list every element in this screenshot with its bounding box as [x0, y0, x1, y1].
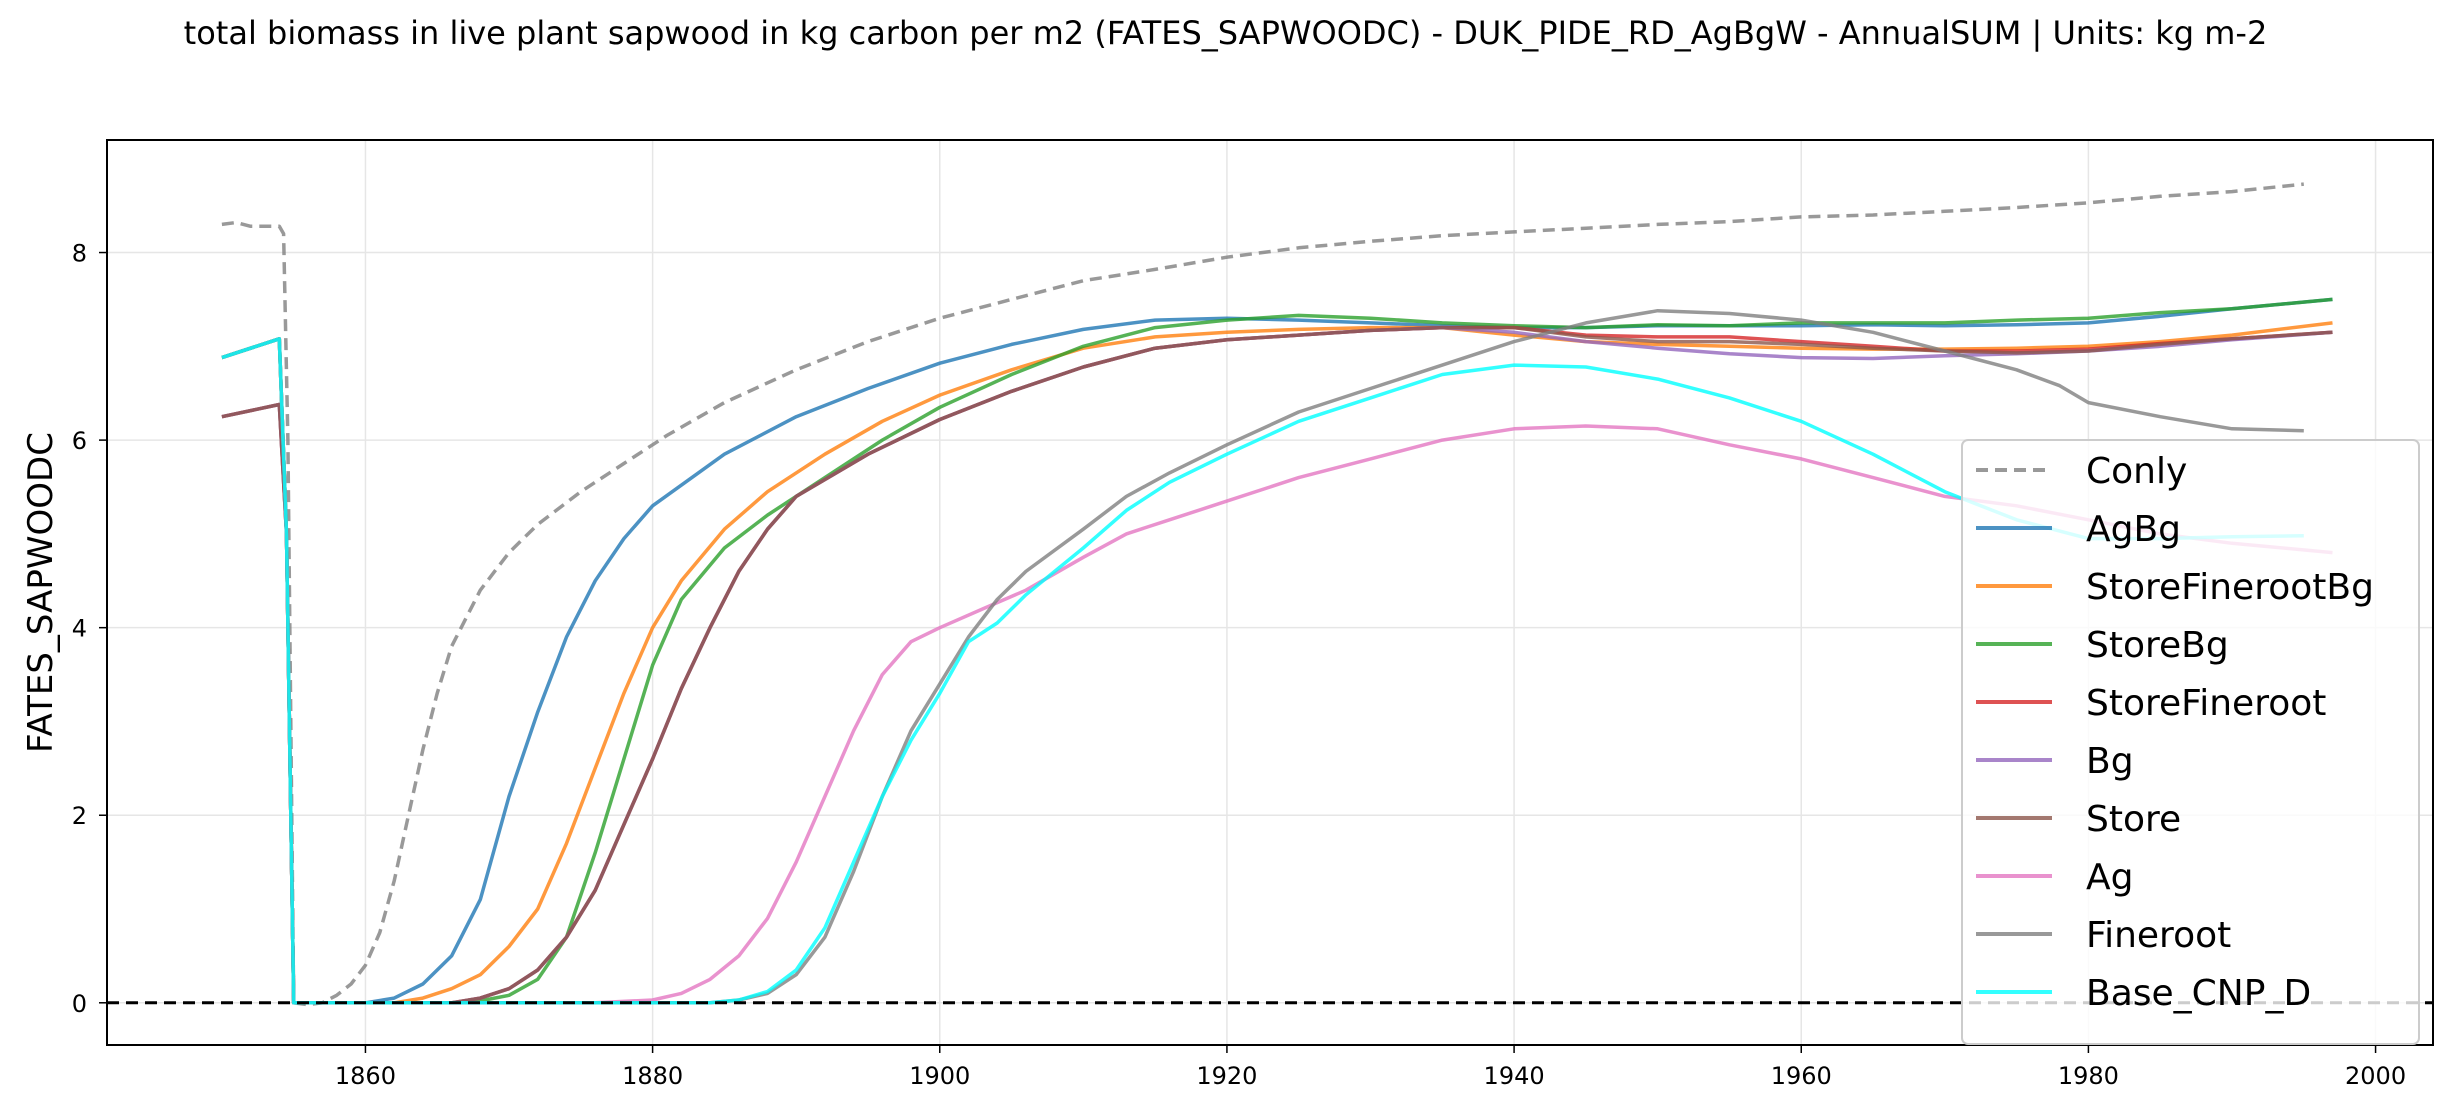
series-line-storefinerootbg: [221, 321, 2333, 1005]
y-tick-label: 6: [72, 427, 87, 455]
plot-frame: [106, 139, 2434, 1046]
series-lines: [221, 182, 2333, 1007]
chart-title: total biomass in live plant sapwood in k…: [183, 14, 2268, 52]
series-line-agbg: [221, 297, 2333, 1005]
y-tick-label: 0: [72, 990, 87, 1018]
legend-label-storefineroot: StoreFineroot: [2086, 683, 2326, 724]
legend-label-bg: Bg: [2086, 741, 2134, 782]
y-tick-label: 2: [72, 802, 87, 830]
y-tick-label: 4: [72, 615, 87, 643]
legend-box: [1961, 439, 2420, 1045]
legend-label-ag: Ag: [2086, 857, 2133, 898]
legend-label-agbg: AgBg: [2086, 509, 2181, 550]
series-line-base-cnp-d: [221, 337, 2304, 1005]
legend-label-store: Store: [2086, 799, 2181, 840]
legend-label-storefinerootbg: StoreFinerootBg: [2086, 567, 2374, 608]
series-line-ag: [221, 337, 2333, 1005]
legend: ConlyAgBgStoreFinerootBgStoreBgStoreFine…: [1961, 439, 2420, 1045]
legend-label-base-cnp-d: Base_CNP_D: [2086, 973, 2311, 1014]
x-tick-label: 1860: [335, 1062, 396, 1090]
series-line-storebg: [221, 297, 2333, 1005]
x-tick-label: 1980: [2058, 1062, 2119, 1090]
y-axis-label: FATES_SAPWOODC: [21, 432, 61, 753]
axis-ticks: 1860 1880 1900 1920 1940 1960 1980 2000 0 2 4 6 8: [72, 240, 2406, 1090]
x-tick-label: 1880: [622, 1062, 683, 1090]
x-tick-label: 2000: [2345, 1062, 2406, 1090]
legend-label-storebg: StoreBg: [2086, 625, 2229, 666]
x-tick-label: 1920: [1196, 1062, 1257, 1090]
legend-label-fineroot: Fineroot: [2086, 915, 2231, 956]
legend-label-conly: Conly: [2086, 451, 2187, 492]
x-tick-label: 1900: [909, 1062, 970, 1090]
x-tick-label: 1940: [1484, 1062, 1545, 1090]
x-tick-label: 1960: [1771, 1062, 1832, 1090]
y-tick-label: 8: [72, 240, 87, 268]
series-line-store: [221, 325, 2333, 1005]
